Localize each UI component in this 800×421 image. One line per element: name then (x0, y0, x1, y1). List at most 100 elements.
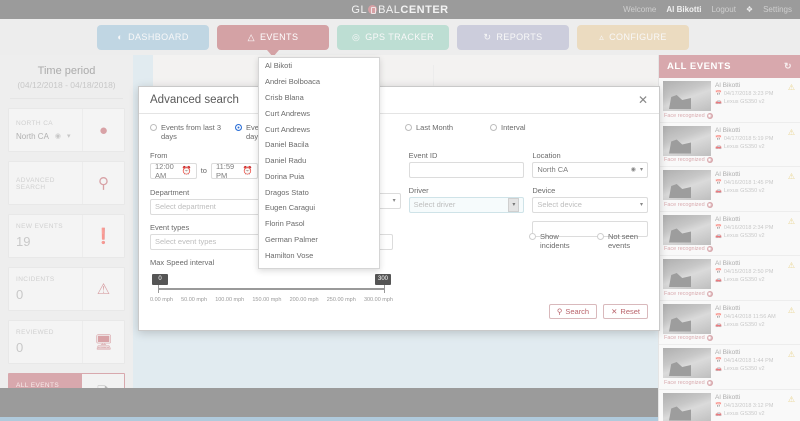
event-list-item[interactable]: Al Bikotti 📅 04/16/2018 2:34 PM 🚗 Lexus GS… (659, 211, 800, 256)
event-thumbnail[interactable] (663, 170, 711, 200)
radio-last-month[interactable]: Last Month (405, 123, 490, 142)
chevron-down-icon[interactable]: ▾ (640, 167, 644, 174)
calendar-icon: 📅 (715, 269, 722, 275)
driver-label: Driver (408, 185, 429, 195)
tab-dashboard-label: DASHBOARD (128, 32, 189, 42)
department-label: Department (150, 187, 190, 197)
driver-dropdown-list[interactable]: Al Bikoti Andrei Bolboaca Crisb Blana Cu… (258, 57, 380, 269)
driver-option[interactable]: Andrei Bolboaca (265, 77, 321, 87)
close-icon[interactable]: ✕ (637, 93, 648, 107)
event-thumbnail[interactable] (663, 125, 711, 156)
device-select[interactable]: Select device ▾ (532, 196, 649, 213)
reset-button[interactable]: ✕ Reset (603, 304, 648, 319)
driver-option[interactable]: Kelli O'Neil (259, 263, 379, 268)
gear-icon[interactable]: ❖ (745, 5, 754, 14)
face-label: Face recognized (664, 246, 705, 252)
driver-option[interactable]: Florin Pasol (265, 219, 305, 229)
event-thumbnail[interactable] (663, 259, 711, 289)
show-incidents-checkbox[interactable]: Show incidents (529, 232, 581, 250)
tab-dashboard[interactable]: ◐ DASHBOARD (97, 24, 209, 50)
sidebar-card-new-events[interactable]: NEW EVENTS 19 ❗ (8, 214, 125, 258)
event-date: 04/14/2018 11:56 AM (723, 313, 776, 320)
slider-track[interactable] (158, 284, 385, 293)
event-id-input[interactable] (408, 161, 525, 178)
driver-option[interactable]: Hamilton Vose (265, 250, 314, 260)
sidebar-card-advanced-search[interactable]: ADVANCED SEARCH ⚲ (8, 161, 125, 205)
eye-icon: ◉ (706, 246, 713, 252)
calendar-icon: 📅 (715, 358, 722, 364)
car-icon: 🚗 (715, 410, 722, 417)
driver-option[interactable]: Daniel Radu (265, 156, 307, 166)
event-face-recognized: Face recognized ◉ (664, 112, 713, 119)
event-vehicle: Lexus GS350 v2 (723, 410, 765, 417)
event-list-item[interactable]: Al Bikotti 📅 04/16/2018 1:45 PM 🚗 Lexus GS… (659, 167, 800, 212)
tab-gps-tracker[interactable]: ◎ GPS TRACKER (337, 24, 449, 50)
location-icons: ◉ ▾ (631, 166, 643, 173)
chevron-down-icon[interactable]: ▾ (508, 197, 520, 212)
driver-option[interactable]: Curt Andrews (265, 124, 311, 134)
events-list[interactable]: Al Bikotti 📅 04/17/2018 3:23 PM 🚗 Lexus GS… (659, 78, 800, 421)
tab-reports[interactable]: ↻ REPORTS (457, 24, 569, 50)
clock-icon[interactable]: ⏰ (242, 166, 253, 176)
location-select[interactable]: North CA ◉ ▾ (532, 161, 649, 178)
logout-link[interactable]: Logout (711, 5, 736, 14)
from-time-input[interactable]: 12:00 AM ⏰ (150, 162, 197, 180)
sidebar-card-reviewed[interactable]: REVIEWED 0 🖥 (8, 320, 125, 364)
logo-text-left: GL (351, 3, 368, 16)
event-thumbnail[interactable] (663, 348, 711, 378)
face-label: Face recognized (664, 335, 705, 341)
driver-option[interactable]: Daniel Bacila (265, 140, 309, 150)
event-face-recognized: Face recognized ◉ (664, 290, 713, 297)
warning-triangle-icon: △ (247, 31, 255, 42)
to-time-input[interactable]: 11:59 PM ⏰ (210, 162, 258, 180)
refresh-icon[interactable]: ↻ (783, 61, 792, 71)
max-speed-slider[interactable]: 0 300 0.00 mph 50.00 mph 100.00 mph 150.… (150, 271, 393, 307)
event-info: Al Bikotti 📅 04/17/2018 3:23 PM 🚗 Lexus GS… (715, 81, 796, 119)
slider-handle-max[interactable]: 300 (375, 273, 391, 285)
search-button[interactable]: ⚲ Search (548, 304, 598, 319)
search-icon[interactable]: ⚲ (82, 162, 124, 204)
location-select[interactable]: North CA ◉ ▾ (16, 132, 75, 141)
event-vehicle: Lexus GS350 v2 (723, 232, 765, 239)
event-thumbnail[interactable] (663, 303, 711, 334)
event-list-item[interactable]: Al Bikotti 📅 04/17/2018 5:19 PM 🚗 Lexus GS… (659, 122, 800, 167)
driver-option[interactable]: Crisb Blana (265, 92, 304, 102)
sidebar-card-location[interactable]: NORTH CA North CA ◉ ▾ ● (8, 108, 125, 152)
event-list-item[interactable]: Al Bikotti 📅 04/14/2018 11:56 AM 🚗 Lexus G… (659, 300, 800, 345)
not-seen-events-checkbox[interactable]: Not seen events (597, 232, 649, 250)
radio-dot-icon (405, 124, 412, 131)
event-list-item[interactable]: Al Bikotti 📅 04/17/2018 3:23 PM 🚗 Lexus GS… (659, 78, 800, 123)
clock-icon[interactable]: ⏰ (181, 166, 192, 176)
radio-last-3-days[interactable]: Events from last 3 days (150, 123, 235, 142)
event-list-item[interactable]: Al Bikotti 📅 04/13/2018 3:12 PM 🚗 Lexus GS… (659, 389, 800, 421)
dialog-header: Advanced search ✕ (139, 87, 659, 114)
driver-option[interactable]: Al Bikoti (265, 61, 293, 71)
car-icon: 🚗 (715, 321, 722, 328)
event-list-item[interactable]: Al Bikotti 📅 04/15/2018 2:50 PM 🚗 Lexus GS… (659, 256, 800, 301)
driver-option[interactable]: Curt Andrews (265, 108, 311, 118)
driver-option[interactable]: Eugen Caragui (265, 203, 316, 213)
driver-select[interactable]: Select driver ▾ (408, 196, 525, 213)
event-thumbnail[interactable] (663, 81, 711, 111)
driver-option[interactable]: Dorina Puia (265, 171, 305, 181)
driver-option[interactable]: German Palmer (265, 234, 318, 244)
event-types-value: Select event types (155, 237, 217, 247)
radio-label: Interval (501, 123, 526, 132)
card-label-advanced-search: ADVANCED SEARCH (16, 177, 55, 191)
settings-link[interactable]: Settings (763, 5, 792, 14)
chevron-down-icon[interactable]: ▾ (67, 133, 71, 140)
tab-events[interactable]: △ EVENTS (217, 24, 329, 57)
clear-circle-icon[interactable]: ◉ (630, 167, 636, 174)
clear-circle-icon[interactable]: ◉ (54, 133, 62, 140)
radio-interval[interactable]: Interval (490, 123, 575, 142)
event-thumbnail[interactable] (663, 214, 711, 245)
event-face-recognized: Face recognized ◉ (664, 335, 713, 341)
event-list-item[interactable]: Al Bikotti 📅 04/14/2018 1:44 PM 🚗 Lexus GS… (659, 345, 800, 390)
sidebar-card-incidents[interactable]: INCIDENTS 0 ⚠ (8, 267, 125, 311)
slider-handle-min[interactable]: 0 (152, 273, 168, 285)
event-thumbnail[interactable] (663, 392, 711, 421)
device-field-group: Device Select device ▾ (532, 186, 649, 213)
tab-configure[interactable]: ▵ CONFIGURE (577, 24, 689, 50)
driver-option[interactable]: Dragos Stato (265, 187, 309, 197)
extra-input[interactable] (532, 220, 649, 237)
